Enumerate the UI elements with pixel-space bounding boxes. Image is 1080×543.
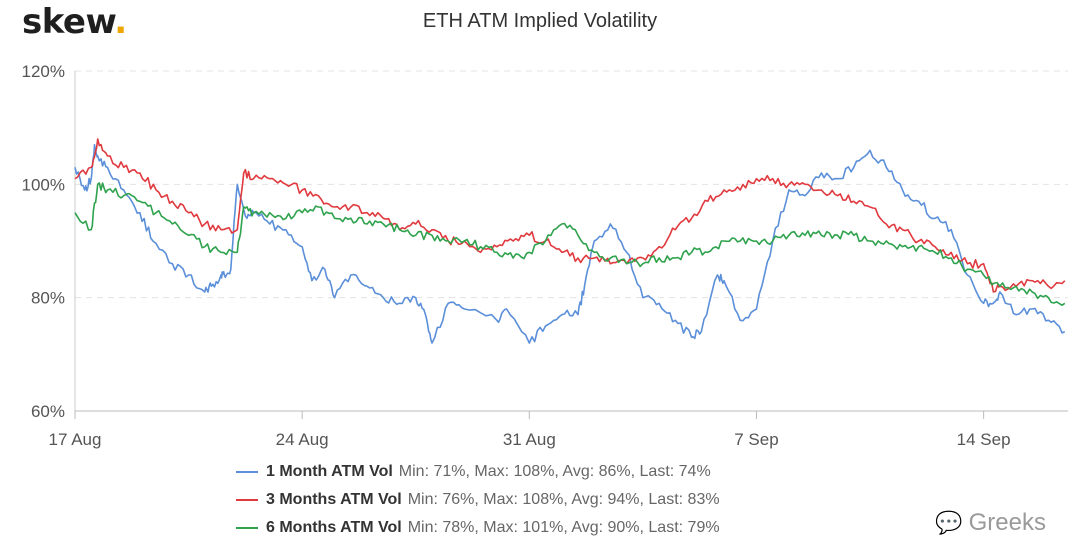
legend-item[interactable]: 3 Months ATM Vol Min: 76%, Max: 108%, Avg… (236, 486, 720, 514)
x-tick-label: 17 Aug (49, 430, 102, 449)
chart-title: ETH ATM Implied Volatility (422, 10, 658, 32)
tick-labels: 60% 80% 100% 120% 17 Aug 24 Aug 31 Aug 7 Sep 14 … (22, 62, 1011, 449)
x-tick-label: 14 Sep (957, 430, 1011, 449)
y-tick-label: 120% (22, 62, 65, 81)
y-tick-label: 80% (31, 289, 65, 308)
legend-swatch (236, 527, 258, 529)
x-tick-label: 7 Sep (734, 430, 778, 449)
series-line-3 (74, 182, 1066, 306)
wechat-bubble-icon: 💬 (935, 510, 963, 535)
chart-legend: 1 Month ATM Vol Min: 71%, Max: 108%, Avg:… (236, 458, 720, 542)
x-tick-label: 24 Aug (276, 430, 329, 449)
legend-item[interactable]: 6 Months ATM Vol Min: 78%, Max: 101%, Avg… (236, 514, 720, 542)
legend-series-name: 1 Month ATM Vol (266, 463, 393, 480)
axes (74, 71, 1068, 419)
x-tick-label: 31 Aug (503, 430, 556, 449)
legend-swatch (236, 499, 258, 501)
series-line-1 (74, 143, 1066, 344)
y-tick-label: 60% (31, 402, 65, 421)
skew-logo: skew. (22, 2, 127, 42)
legend-series-stats: Min: 71%, Max: 108%, Avg: 86%, Last: 74% (398, 463, 711, 480)
y-tick-label: 100% (22, 175, 65, 194)
legend-swatch (236, 471, 258, 473)
series-line-2 (74, 138, 1066, 293)
series-lines (74, 138, 1066, 344)
legend-series-stats: Min: 76%, Max: 108%, Avg: 94%, Last: 83% (407, 491, 720, 508)
legend-series-name: 3 Months ATM Vol (266, 491, 402, 508)
grid-lines (75, 70, 1068, 299)
watermark: 💬 Greeks (935, 509, 1046, 537)
legend-series-name: 6 Months ATM Vol (266, 519, 402, 536)
watermark-text: Greeks (968, 509, 1046, 536)
legend-item[interactable]: 1 Month ATM Vol Min: 71%, Max: 108%, Avg:… (236, 458, 720, 486)
legend-series-stats: Min: 78%, Max: 101%, Avg: 90%, Last: 79% (407, 519, 720, 536)
